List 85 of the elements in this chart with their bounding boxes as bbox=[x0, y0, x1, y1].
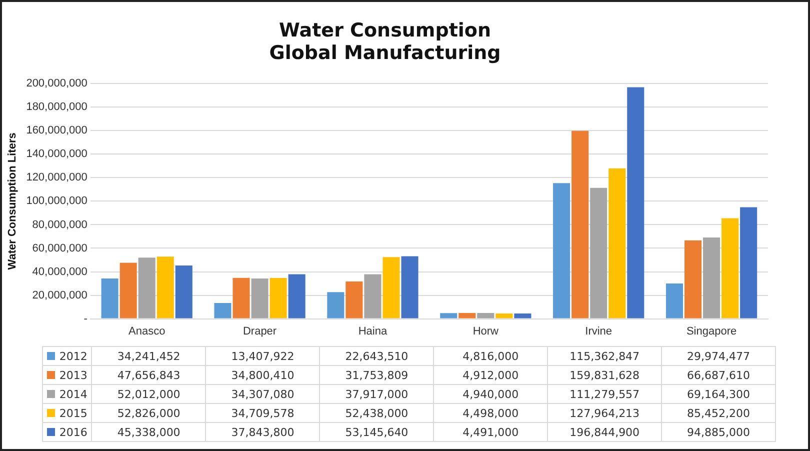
data-label: 13,407,922 bbox=[206, 346, 320, 366]
data-label: 52,012,000 bbox=[92, 384, 206, 404]
legend-label: 2013 bbox=[42, 366, 92, 384]
data-label: 115,362,847 bbox=[548, 346, 662, 366]
bar bbox=[627, 87, 644, 318]
bar bbox=[327, 292, 344, 318]
x-tick-label: Draper bbox=[242, 325, 277, 338]
bar bbox=[684, 240, 702, 318]
text: Water Consumption bbox=[279, 19, 491, 42]
bar bbox=[138, 258, 156, 318]
y-tick-label: 40,000,000 bbox=[32, 266, 88, 278]
x-tick-label: Anasco bbox=[128, 325, 166, 338]
data-label: 4,498,000 bbox=[434, 404, 548, 422]
data-label: 111,279,557 bbox=[548, 384, 662, 404]
data-label: 4,940,000 bbox=[434, 384, 548, 404]
data-label: 159,831,628 bbox=[548, 366, 662, 384]
y-tick-label: 180,000,000 bbox=[26, 101, 88, 114]
data-label: 4,912,000 bbox=[434, 366, 548, 384]
bar bbox=[364, 274, 382, 318]
data-label: 45,338,000 bbox=[92, 422, 206, 442]
bar bbox=[346, 281, 363, 318]
x-tick-label: Haina bbox=[358, 325, 388, 338]
data-label: 53,145,640 bbox=[320, 422, 434, 442]
data-label: 34,241,452 bbox=[92, 346, 206, 366]
bar bbox=[251, 278, 268, 318]
bar bbox=[572, 130, 589, 318]
bar bbox=[703, 237, 720, 318]
bar bbox=[288, 274, 306, 318]
bar bbox=[156, 256, 174, 318]
data-label: 69,164,300 bbox=[662, 384, 776, 404]
data-label: 29,974,477 bbox=[662, 346, 776, 366]
y-axis-title: Water Consumption Liters bbox=[6, 132, 19, 270]
bar bbox=[590, 188, 608, 318]
data-label: 94,885,000 bbox=[662, 422, 776, 442]
data-label: 47,656,843 bbox=[92, 366, 206, 384]
bar bbox=[232, 278, 250, 318]
y-tick-label: 120,000,000 bbox=[26, 172, 88, 184]
legend-label: 2016 bbox=[42, 422, 92, 442]
x-tick-label: Horw bbox=[472, 325, 499, 338]
data-label: 127,964,213 bbox=[548, 404, 662, 422]
bar bbox=[175, 265, 192, 318]
data-label: 22,643,510 bbox=[320, 346, 434, 366]
y-tick-label: 80,000,000 bbox=[32, 218, 88, 231]
data-label: 37,843,800 bbox=[206, 422, 320, 442]
data-label: 37,917,000 bbox=[320, 384, 434, 404]
bar bbox=[608, 168, 626, 318]
data-label: 52,438,000 bbox=[320, 404, 434, 422]
y-tick-label: 140,000,000 bbox=[26, 148, 88, 160]
data-label: 34,709,578 bbox=[206, 404, 320, 422]
legend-label: 2014 bbox=[42, 384, 92, 404]
y-tick-label: 60,000,000 bbox=[32, 242, 88, 254]
bar bbox=[440, 313, 458, 318]
data-label: 34,800,410 bbox=[206, 366, 320, 384]
text: Global Manufacturing bbox=[269, 42, 501, 64]
bar bbox=[514, 314, 532, 318]
y-tick-label: - bbox=[84, 312, 88, 325]
x-tick-label: Singapore bbox=[686, 325, 737, 338]
data-label: 85,452,200 bbox=[662, 404, 776, 422]
legend-label: 2015 bbox=[42, 404, 92, 422]
bar bbox=[214, 303, 232, 318]
x-tick-label: Irvine bbox=[585, 325, 612, 338]
data-label: 4,491,000 bbox=[434, 422, 548, 442]
data-label: 34,307,080 bbox=[206, 384, 320, 404]
legend-label: 2012 bbox=[42, 346, 92, 366]
bar bbox=[382, 257, 400, 318]
bar bbox=[496, 314, 513, 318]
data-label: 66,687,610 bbox=[662, 366, 776, 384]
data-label: 4,816,000 bbox=[434, 346, 548, 366]
bar bbox=[740, 207, 758, 318]
bar bbox=[458, 313, 476, 318]
data-label: 31,753,809 bbox=[320, 366, 434, 384]
bar bbox=[477, 312, 494, 318]
data-label: 196,844,900 bbox=[548, 422, 662, 442]
y-tick-label: 160,000,000 bbox=[26, 124, 88, 137]
bar bbox=[270, 278, 287, 318]
y-tick-label: 200,000,000 bbox=[26, 78, 88, 90]
bar bbox=[401, 256, 418, 318]
bar bbox=[101, 278, 118, 318]
y-tick-label: 100,000,000 bbox=[26, 195, 88, 208]
y-tick-label: 20,000,000 bbox=[32, 289, 88, 302]
bar bbox=[120, 262, 137, 318]
bar bbox=[722, 218, 739, 318]
bar bbox=[553, 183, 570, 318]
bar bbox=[666, 284, 684, 318]
data-label: 52,826,000 bbox=[92, 404, 206, 422]
